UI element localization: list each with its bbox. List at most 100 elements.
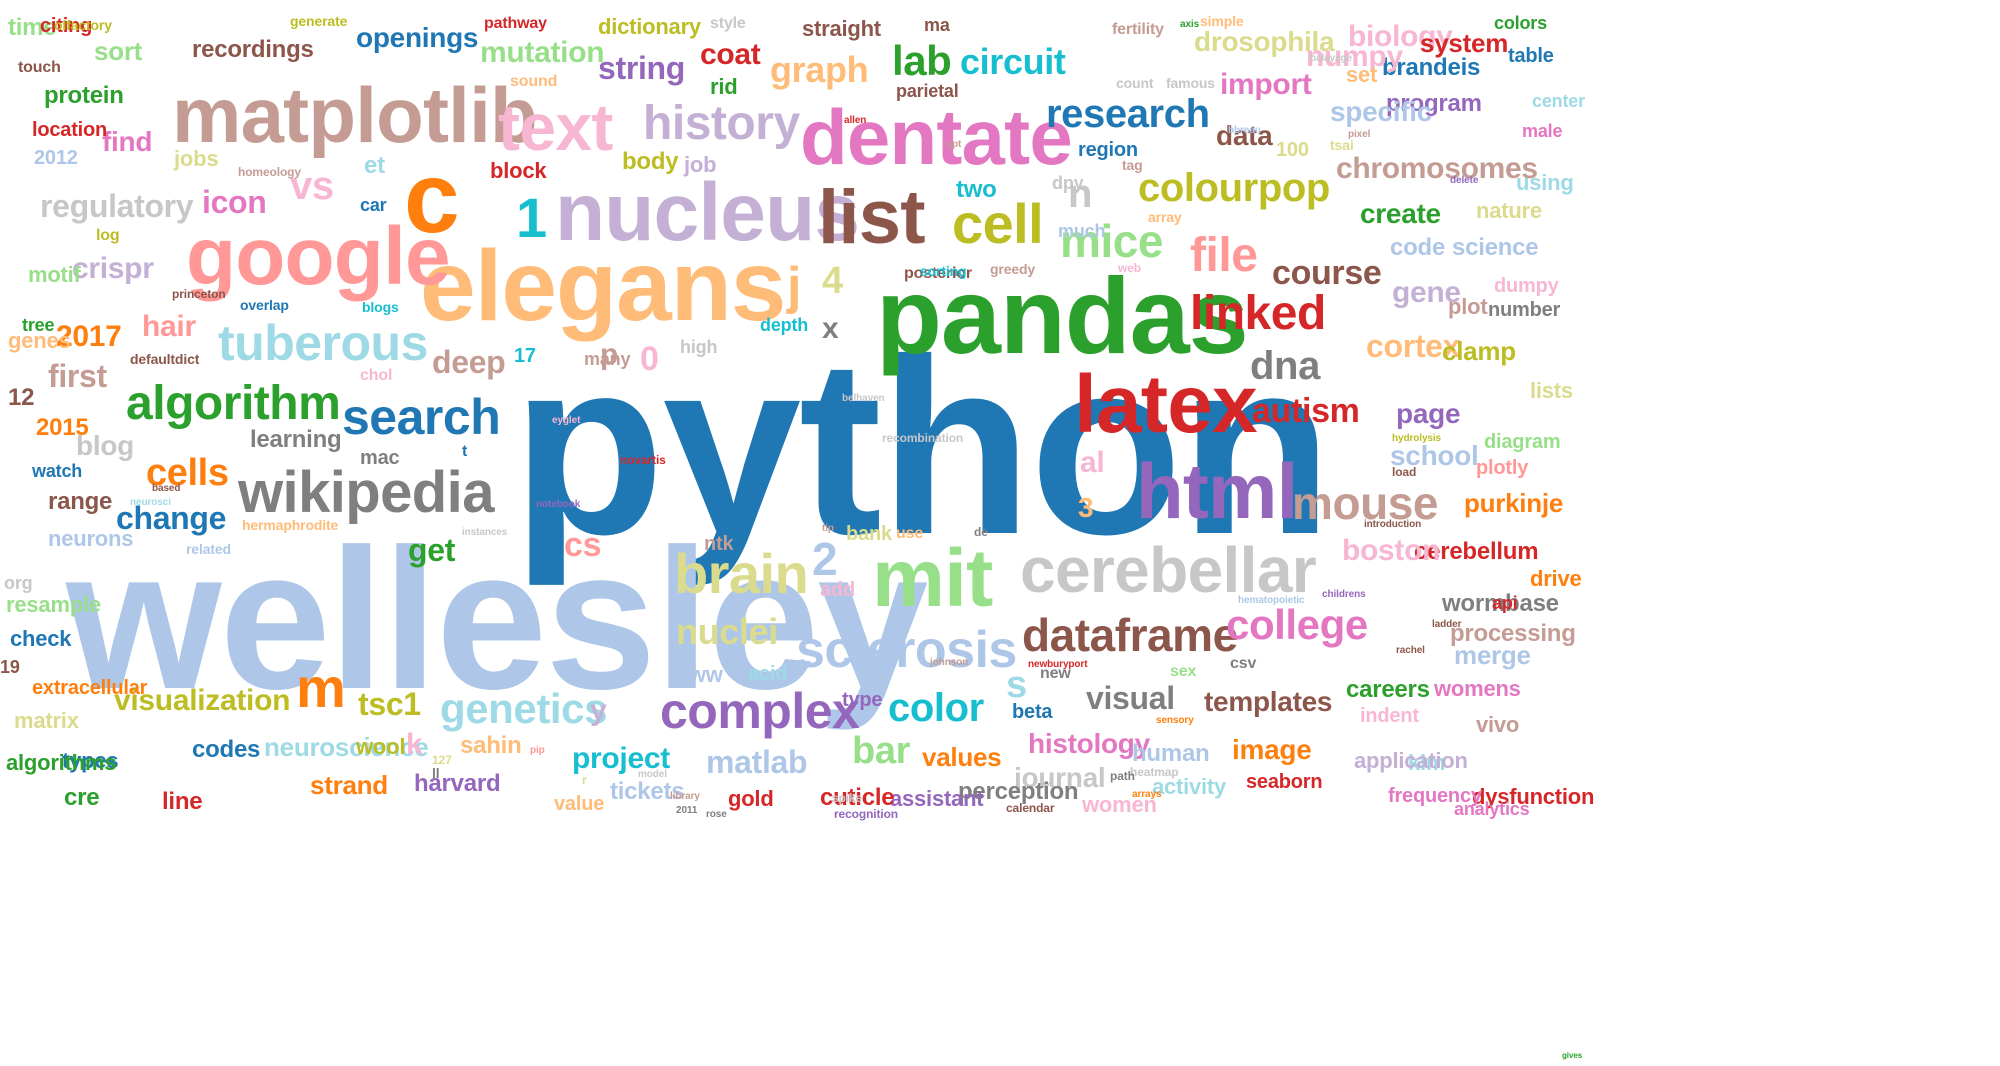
word: axis [1180, 19, 1200, 30]
word: childrens [1322, 589, 1366, 600]
word: log [96, 227, 120, 244]
word: sahin [460, 732, 522, 759]
word: csv [1230, 655, 1257, 672]
word: body [622, 148, 679, 175]
word: much [1058, 221, 1106, 241]
word: drive [1530, 566, 1582, 591]
word: 0 [640, 340, 659, 378]
word: 2012 [34, 147, 78, 169]
word: princeton [172, 287, 226, 301]
word: sex [1170, 663, 1197, 680]
word: nature [1476, 198, 1542, 223]
word: ntk [704, 533, 734, 555]
word: resample [6, 592, 101, 617]
word: cortex [1366, 328, 1461, 364]
word: colors [1494, 13, 1547, 33]
word: codes [192, 736, 261, 763]
word: strand [310, 770, 388, 800]
word: templates [1204, 686, 1333, 717]
word: harvard [414, 770, 501, 797]
word: icon [202, 184, 267, 220]
word: perception [958, 778, 1079, 805]
word: nuclei [676, 611, 778, 652]
word: introduction [1364, 519, 1422, 530]
word: biology [1348, 20, 1453, 53]
word: 12 [8, 384, 35, 411]
word: balayage [1310, 53, 1353, 64]
word: recombination [882, 431, 964, 445]
word: add [820, 579, 855, 601]
word: wool [356, 734, 406, 759]
word: et [364, 152, 385, 179]
word: 2011 [676, 805, 698, 816]
word: ll [432, 765, 440, 781]
word: matrix [14, 708, 79, 733]
word: mit [872, 533, 993, 624]
word: image [1232, 734, 1312, 765]
word: careers [1346, 676, 1430, 703]
word: simple [1200, 13, 1244, 29]
word: tsai [1330, 137, 1354, 153]
word: hermaphrodite [242, 517, 339, 533]
word: dysfunction [1472, 784, 1595, 809]
word: 2015 [36, 414, 89, 441]
word: 1 [516, 186, 547, 249]
word: lists [1530, 378, 1573, 403]
word: overlap [240, 297, 289, 313]
word: drosophila [1194, 26, 1335, 57]
word: wormbase [1442, 590, 1559, 617]
word: dictionary [598, 14, 701, 39]
word: acid [748, 663, 788, 685]
word: code [1390, 234, 1446, 261]
word: latex [1074, 359, 1258, 450]
word: nucleus [555, 167, 860, 258]
word: processing [1450, 620, 1576, 647]
word: learning [250, 426, 342, 453]
word: algorithm [126, 377, 341, 430]
word: calendar [1006, 801, 1055, 815]
word: j [787, 257, 801, 315]
word: dataframe [1022, 609, 1238, 661]
word: neurosci [130, 497, 171, 508]
word: sclerosis [796, 621, 1017, 679]
word: complex [660, 683, 860, 739]
word: citing [40, 15, 93, 37]
word: high [680, 337, 718, 357]
word: belhaven [842, 393, 885, 404]
word: touch [18, 59, 61, 76]
word: load [1392, 465, 1417, 479]
word: hydrolysis [1392, 433, 1442, 444]
word: system [1420, 28, 1509, 58]
word: data [1216, 120, 1273, 151]
word: mac [360, 447, 400, 469]
word: crispr [72, 252, 154, 285]
word: analytics [1454, 799, 1530, 819]
word: sound [510, 73, 558, 90]
word: olfactory [54, 17, 112, 33]
word: purkinje [1464, 488, 1564, 518]
word: first [48, 358, 107, 394]
word: 127 [432, 753, 452, 767]
word: novartis [620, 453, 666, 467]
word: dna [1250, 344, 1320, 388]
word: change [116, 500, 227, 536]
word: neurons [48, 526, 134, 551]
word: johnson [930, 657, 969, 668]
word: kim [1408, 750, 1446, 775]
word: rose [706, 809, 727, 820]
word: vs [290, 164, 334, 208]
word: string [598, 50, 685, 86]
word: based [152, 483, 181, 494]
word: brain [674, 542, 809, 605]
word: cuticle [820, 784, 895, 811]
word: p [600, 338, 619, 371]
word: tip [822, 523, 834, 534]
word: number [1488, 299, 1561, 321]
word: api [1492, 593, 1518, 613]
word: gpt [946, 139, 962, 150]
word: block [490, 158, 547, 183]
word: pathway [484, 15, 547, 32]
word: lab [892, 37, 952, 84]
word: new [1040, 665, 1071, 682]
word: python [512, 307, 1333, 586]
